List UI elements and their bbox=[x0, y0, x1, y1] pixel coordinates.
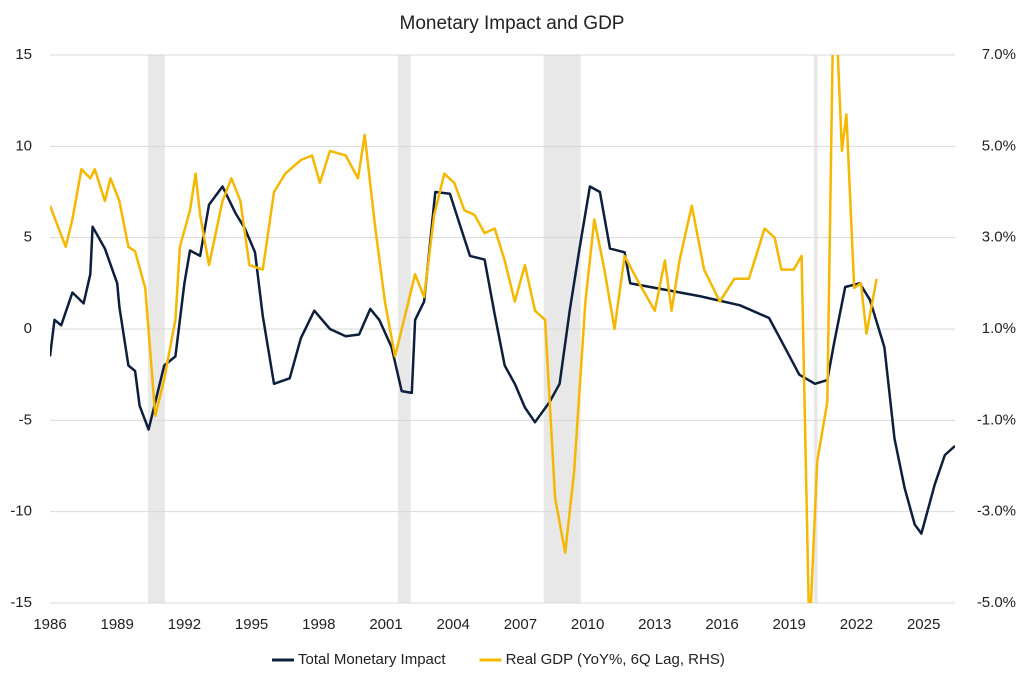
y2-tick-label: 3.0% bbox=[982, 229, 1016, 246]
x-tick-label: 1995 bbox=[235, 616, 268, 633]
legend-label: Real GDP (YoY%, 6Q Lag, RHS) bbox=[506, 651, 725, 668]
x-tick-label: 2004 bbox=[437, 616, 470, 633]
y-tick-label: 10 bbox=[15, 137, 32, 154]
x-tick-label: 1989 bbox=[101, 616, 134, 633]
y2-tick-label: -1.0% bbox=[977, 411, 1016, 428]
y2-tick-label: 1.0% bbox=[982, 320, 1016, 337]
y-tick-label: -10 bbox=[10, 503, 32, 520]
x-tick-label: 2010 bbox=[571, 616, 604, 633]
x-tick-label: 2022 bbox=[840, 616, 873, 633]
y-tick-label: -5 bbox=[19, 411, 32, 428]
y2-tick-label: -3.0% bbox=[977, 503, 1016, 520]
y-tick-label: 15 bbox=[15, 46, 32, 63]
y2-tick-label: -5.0% bbox=[977, 594, 1016, 611]
x-tick-label: 1992 bbox=[168, 616, 201, 633]
y2-tick-label: 5.0% bbox=[982, 137, 1016, 154]
grid bbox=[50, 54, 955, 604]
x-tick-label: 1986 bbox=[33, 616, 66, 633]
y2-tick-label: 7.0% bbox=[982, 46, 1016, 63]
x-tick-label: 1998 bbox=[302, 616, 335, 633]
series-line bbox=[50, 55, 878, 603]
chart-title: Monetary Impact and GDP bbox=[400, 13, 625, 34]
x-tick-label: 2007 bbox=[504, 616, 537, 633]
lines bbox=[50, 55, 955, 603]
x-tick-label: 2001 bbox=[369, 616, 402, 633]
y-tick-label: 5 bbox=[24, 229, 32, 246]
series-line bbox=[50, 185, 955, 535]
x-tick-label: 2016 bbox=[705, 616, 738, 633]
y-tick-label: 0 bbox=[24, 320, 32, 337]
x-tick-label: 2013 bbox=[638, 616, 671, 633]
labels: -15 -10 -5 0 5 10 15 -5.0% -3.0% -1.0% 1.0% 3.0% 5.0… bbox=[10, 46, 1016, 633]
x-tick-label: 2019 bbox=[773, 616, 806, 633]
legend: Total Monetary Impact Real GDP (YoY%, 6Q … bbox=[272, 651, 725, 668]
legend-label: Total Monetary Impact bbox=[298, 651, 446, 668]
y-tick-label: -15 bbox=[10, 594, 32, 611]
x-tick-label: 2025 bbox=[907, 616, 940, 633]
